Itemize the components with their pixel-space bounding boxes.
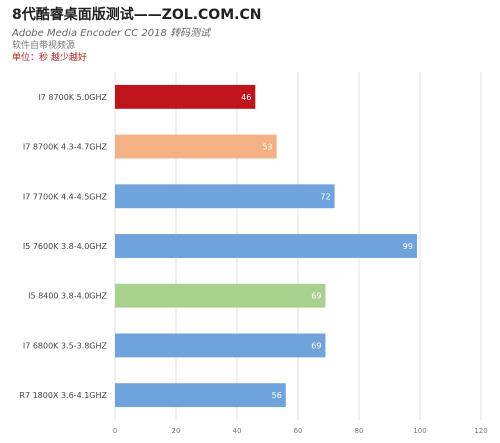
bar-value-label: 69 xyxy=(311,292,321,301)
bar xyxy=(115,283,326,308)
x-tick-label: 100 xyxy=(413,427,426,435)
category-label: I7 8700K 5.0GHZ xyxy=(38,93,107,102)
chart-subtitle: Adobe Media Encoder CC 2018 转码测试 xyxy=(12,28,211,39)
category-label: I7 7700K 4.4-4.5GHZ xyxy=(23,192,108,201)
bar-value-label: 46 xyxy=(241,93,251,102)
chart-unit: 单位：秒 越少越好 xyxy=(12,53,87,63)
bar-value-label: 53 xyxy=(262,143,272,152)
x-tick-label: 120 xyxy=(474,427,487,435)
bar xyxy=(115,184,335,209)
bar xyxy=(115,84,256,109)
bar xyxy=(115,234,417,258)
chart-title: 8代酷睿桌面版测试——ZOL.COM.CN xyxy=(12,7,262,23)
x-tick-label: 20 xyxy=(172,427,181,435)
category-label: I5 7600K 3.8-4.0GHZ xyxy=(23,242,108,251)
category-label: I7 8700K 4.3-4.7GHZ xyxy=(23,143,108,152)
bar-value-label: 99 xyxy=(403,242,413,251)
bar-value-label: 56 xyxy=(272,391,282,400)
bar xyxy=(115,333,326,358)
x-tick-label: 60 xyxy=(294,427,303,435)
x-tick-label: 80 xyxy=(355,427,364,435)
category-label: R7 1800X 3.6-4.1GHZ xyxy=(19,391,107,400)
bar xyxy=(115,134,277,159)
x-tick-label: 40 xyxy=(233,427,242,435)
x-tick-label: 0 xyxy=(113,427,117,435)
bar-value-label: 72 xyxy=(320,192,330,201)
category-label: I5 8400 3.8-4.0GHZ xyxy=(28,292,107,301)
bar xyxy=(115,383,286,408)
chart-note: 软件自带视频源 xyxy=(12,41,76,51)
category-label: I7 6800K 3.5-3.8GHZ xyxy=(23,341,108,350)
bar-value-label: 69 xyxy=(311,341,321,350)
